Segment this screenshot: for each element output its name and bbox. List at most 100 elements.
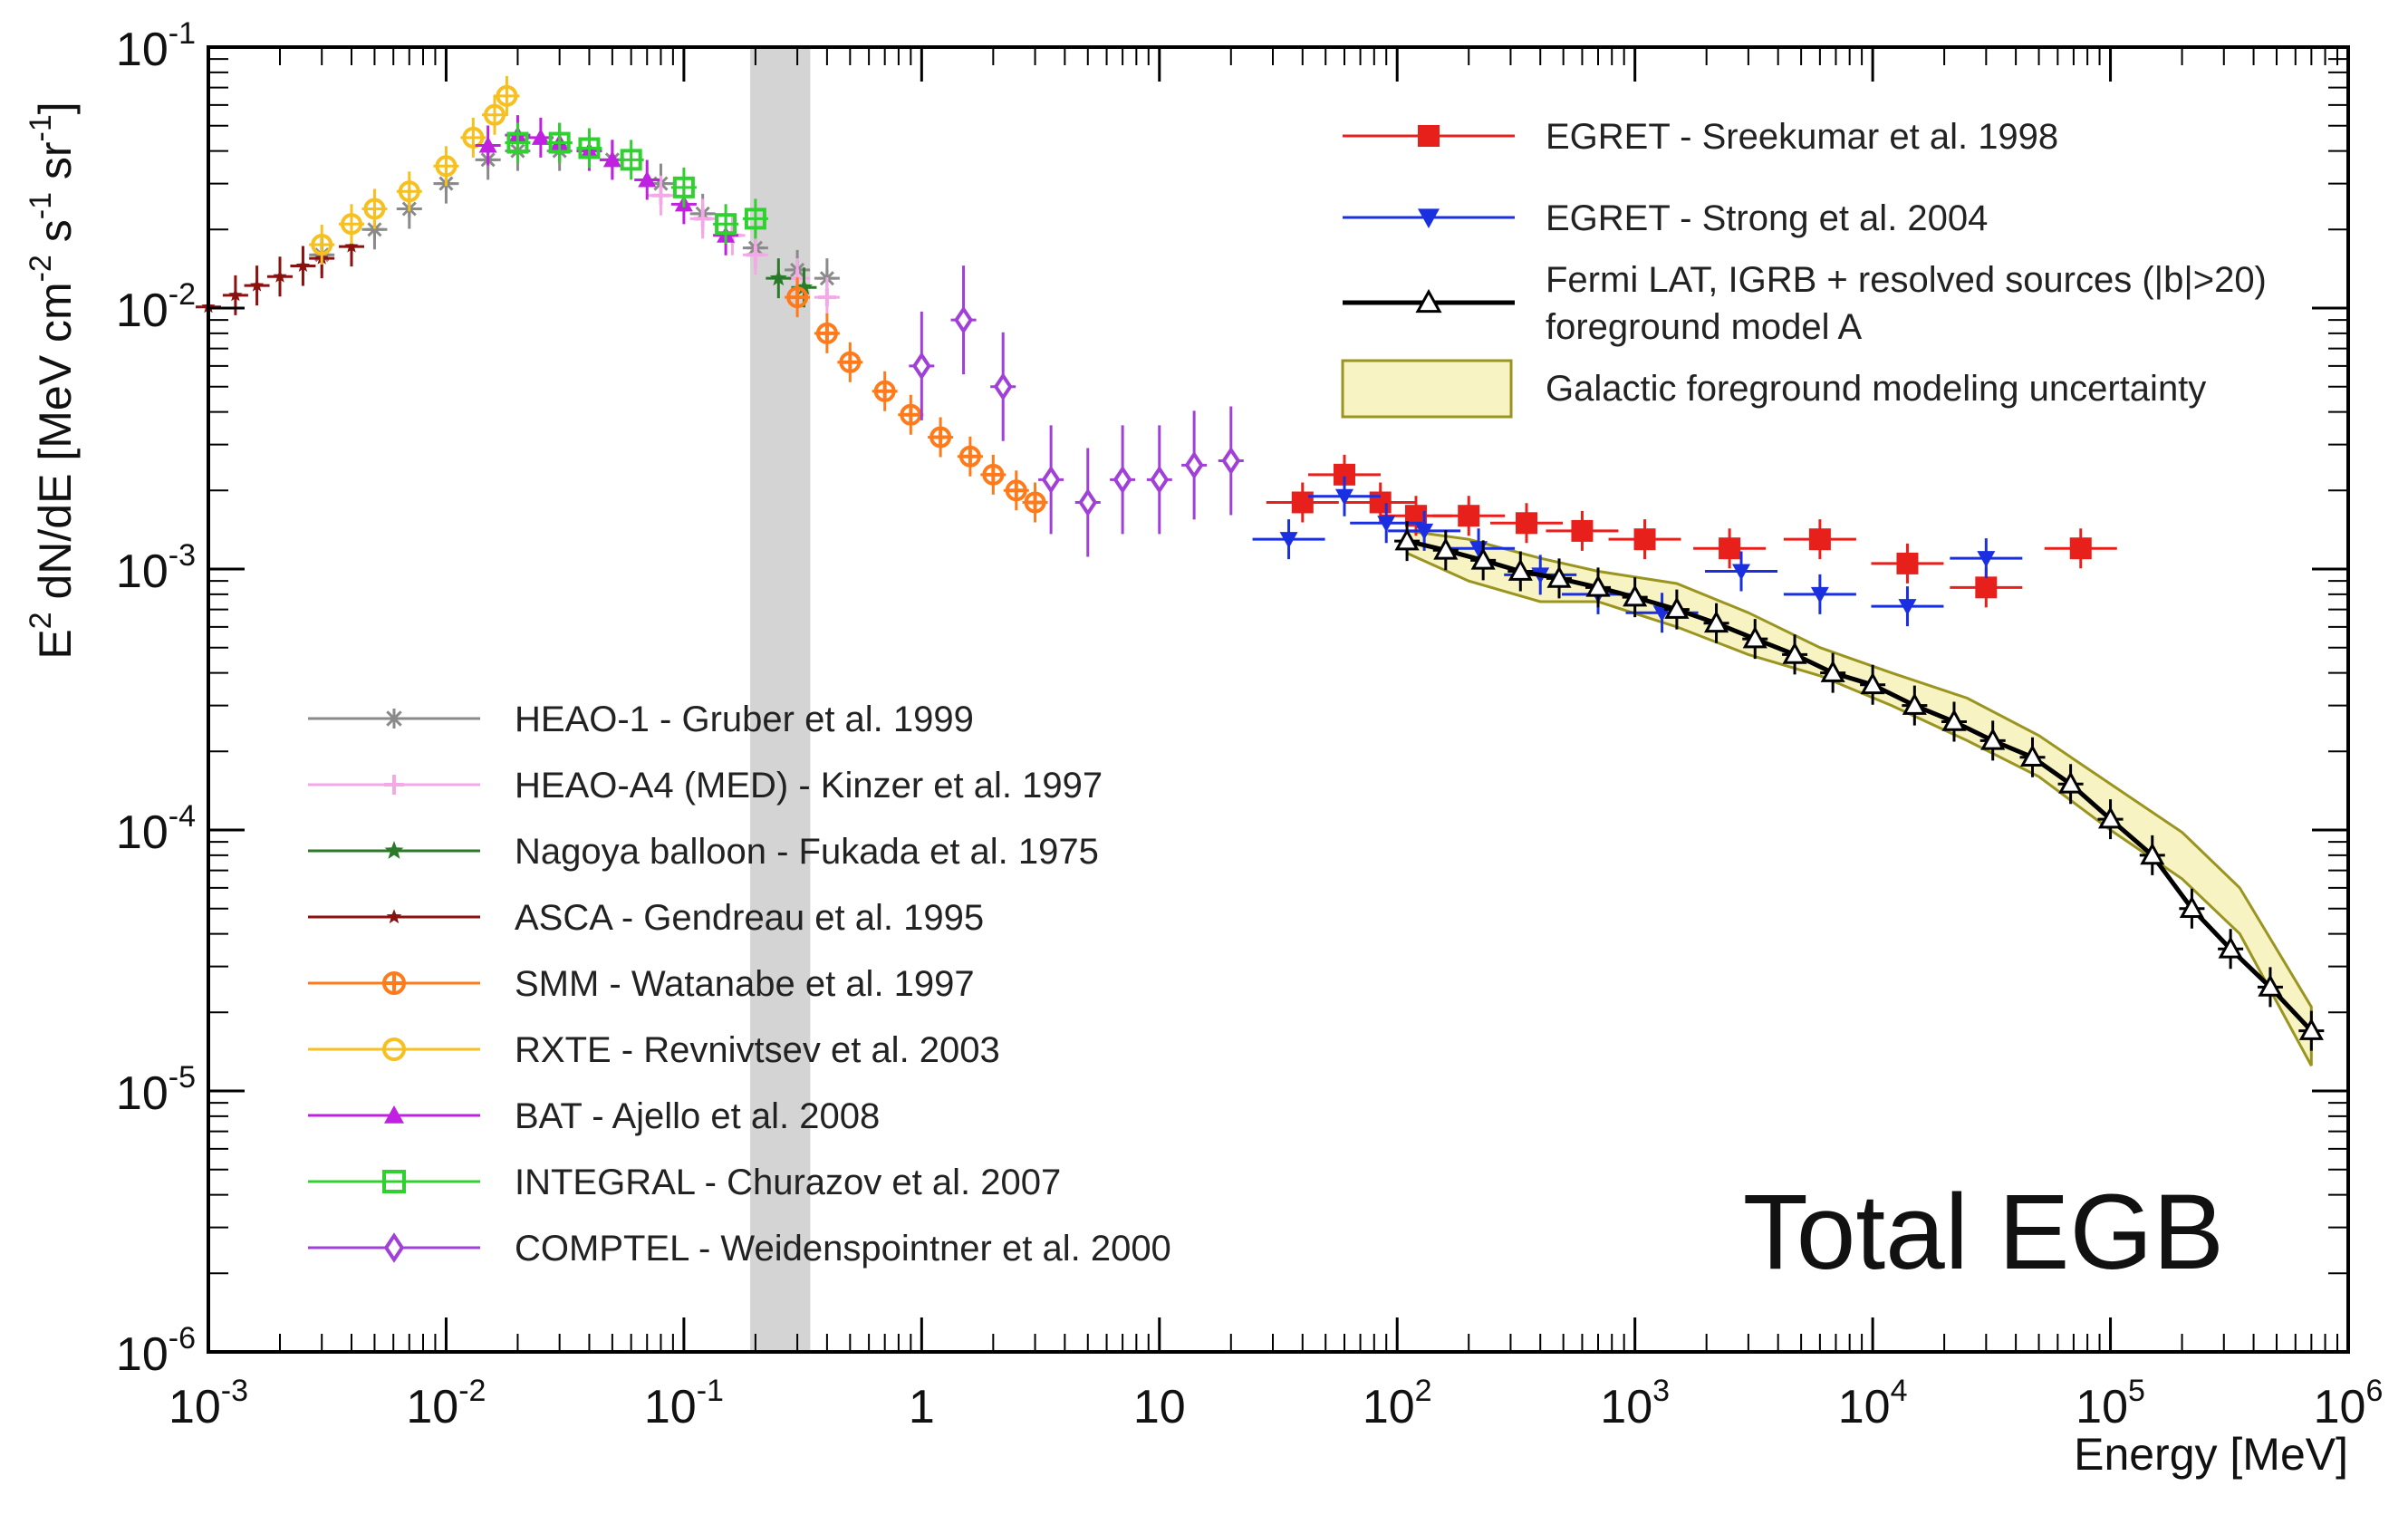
data-point <box>873 380 896 402</box>
legend-bottom-left-item-4: SMM - Watanabe et al. 1997 <box>308 964 975 1004</box>
y-tick-label: 10-4 <box>116 799 196 859</box>
data-point-shape <box>693 209 712 228</box>
data-point-shape <box>1291 491 1314 514</box>
legend-bottom-left-item-1: HEAO-A4 (MED) - Kinzer et al. 1997 <box>308 766 1103 806</box>
legend-label: EGRET - Sreekumar et al. 1998 <box>1546 117 2058 157</box>
data-point <box>435 155 458 178</box>
data-point-shape <box>578 137 601 159</box>
legend-label: EGRET - Strong et al. 2004 <box>1546 198 1988 238</box>
legend-marker <box>383 1232 405 1263</box>
data-point-shape <box>1507 558 1533 581</box>
y-tick-label-base: 10 <box>116 24 169 76</box>
data-point <box>1150 465 1170 494</box>
data-point-shape <box>1470 547 1496 570</box>
data-point <box>1571 519 1594 542</box>
data-point <box>1334 488 1353 506</box>
series-8 <box>309 75 520 265</box>
x-tick-label-base: 10 <box>1838 1381 1891 1433</box>
legends: EGRET - Sreekumar et al. 1998 EGRET - Str… <box>308 117 2267 1269</box>
data-point-shape <box>398 180 420 203</box>
y-tick-label-base: 10 <box>116 285 169 337</box>
data-point-shape <box>769 269 787 286</box>
legend-marker-shape <box>1415 288 1442 314</box>
data-point <box>815 322 838 344</box>
y-axis-title-e: E <box>30 629 81 659</box>
data-point-shape <box>1415 523 1434 540</box>
x-tick-label-exp: 6 <box>2365 1374 2383 1408</box>
legend-bottom-left-item-8: COMPTEL - Weidenspointner et al. 2000 <box>308 1229 1171 1269</box>
y-axis-title-close: ] <box>30 101 81 114</box>
data-point-cross <box>875 381 894 400</box>
data-point <box>341 213 363 236</box>
data-point <box>786 286 809 309</box>
legend-label: BAT - Ajello et al. 2008 <box>515 1096 880 1136</box>
data-point <box>911 352 931 381</box>
data-point-shape <box>1377 516 1396 533</box>
legend-marker <box>384 709 404 729</box>
data-point <box>250 278 265 292</box>
data-point <box>531 128 550 145</box>
legend-label: Fermi LAT, IGRB + resolved sources (|b|>… <box>1546 260 2267 300</box>
x-tick-label: 106 <box>2314 1374 2384 1433</box>
data-point <box>1585 574 1611 597</box>
x-tick-label-exp: 5 <box>2128 1374 2145 1408</box>
y-axis-title-rest: dN/dE [MeV cm <box>30 282 81 612</box>
data-point-shape <box>1977 551 1996 568</box>
data-point-shape <box>2098 806 2124 829</box>
data-point-shape <box>1860 671 1885 695</box>
data-point-shape <box>506 131 529 154</box>
data-point <box>1458 505 1480 527</box>
data-point <box>1977 551 1996 568</box>
data-point <box>1394 528 1420 551</box>
data-point <box>1041 465 1061 494</box>
total-egb-annotation: Total EGB <box>1743 1172 2224 1292</box>
x-tick-label: 10 <box>1133 1381 1186 1433</box>
data-point <box>398 180 420 203</box>
y-tick-label-base: 10 <box>116 806 169 859</box>
data-point-shape <box>1150 465 1170 494</box>
data-point-shape <box>1732 564 1751 581</box>
data-point <box>1782 642 1807 664</box>
data-point <box>1470 547 1496 570</box>
data-point <box>1664 596 1690 619</box>
data-point-shape <box>548 131 571 154</box>
legend-marker-shape <box>384 709 404 729</box>
legend-marker-shape <box>1418 125 1440 147</box>
data-point <box>1902 692 1927 715</box>
data-point <box>958 445 981 468</box>
data-point <box>817 288 836 307</box>
legend-marker-shape <box>383 1232 405 1263</box>
x-tick-label-exp: 3 <box>1652 1374 1670 1408</box>
data-point-shape <box>1820 660 1845 682</box>
plot-frame <box>207 45 2350 1354</box>
data-point-shape <box>1980 728 2006 750</box>
legend-marker <box>384 775 404 795</box>
y-axis-title-sup-m2: -2 <box>24 255 58 282</box>
series-11 <box>909 265 1244 557</box>
data-point-shape <box>295 258 310 272</box>
data-point-shape <box>1975 576 1998 599</box>
data-point-shape <box>2298 1018 2324 1040</box>
data-point <box>1975 576 1998 599</box>
data-point-cross <box>901 405 920 424</box>
data-point <box>295 258 310 272</box>
y-tick-label: 10-1 <box>116 16 196 76</box>
data-point <box>1377 516 1396 533</box>
data-point-shape <box>1742 625 1767 649</box>
x-axis-title: Energy [MeV] <box>2074 1429 2348 1480</box>
x-tick-label-exp: -1 <box>697 1374 724 1408</box>
data-point-shape <box>2140 842 2165 865</box>
data-point-shape <box>365 220 384 239</box>
data-point-shape <box>1433 537 1459 560</box>
data-point-shape <box>484 103 506 126</box>
x-tick-label-base: 10 <box>2314 1381 2366 1433</box>
data-point <box>1546 565 1572 588</box>
data-point-shape <box>435 155 458 178</box>
data-point-shape <box>1633 528 1656 551</box>
data-point <box>2258 974 2283 997</box>
data-point <box>795 278 813 295</box>
data-point-cross <box>960 447 979 466</box>
data-point <box>311 234 333 256</box>
data-point-shape <box>1782 642 1807 664</box>
